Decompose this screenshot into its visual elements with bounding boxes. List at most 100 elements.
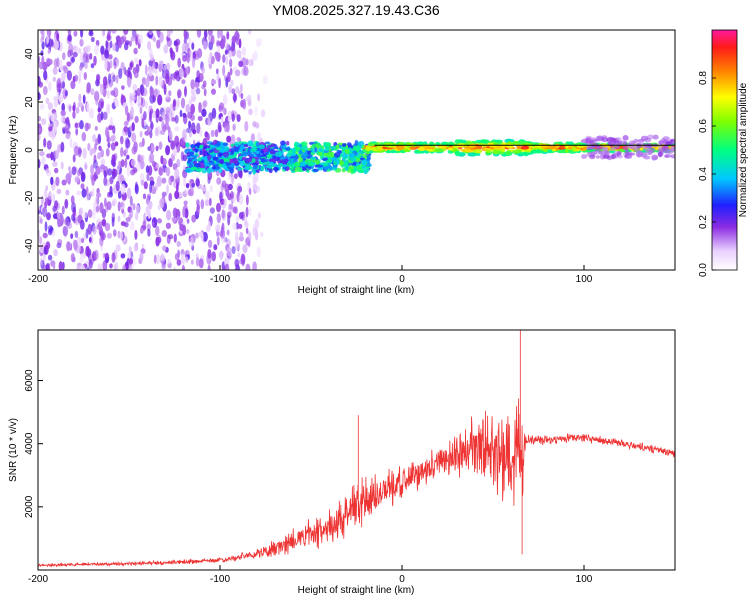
heatmap-cell	[518, 140, 527, 145]
heatmap-cell	[129, 221, 135, 231]
heatmap-cell	[156, 30, 161, 36]
heatmap-cell	[77, 101, 84, 108]
heatmap-cell	[176, 259, 181, 266]
heatmap-cell	[95, 79, 100, 87]
snr-y-tick-label: 6000	[24, 369, 35, 392]
heatmap-cell	[120, 221, 126, 227]
heatmap-cell	[87, 209, 93, 218]
heatmap-cell	[378, 147, 384, 151]
heatmap-cell	[230, 79, 234, 87]
heatmap-cell	[146, 125, 151, 133]
heatmap-cell	[212, 152, 217, 157]
heatmap-cell	[196, 122, 201, 134]
heatmap-cell	[194, 81, 200, 88]
heatmap-cell	[601, 135, 608, 139]
heatmap-cell	[218, 124, 222, 133]
heatmap-cell	[158, 75, 164, 87]
heatmap-cell	[205, 148, 211, 151]
heatmap-cell	[461, 139, 467, 144]
heatmap-cell	[354, 145, 361, 152]
heatmap-cell	[247, 240, 251, 248]
heatmap-cell	[239, 161, 245, 167]
heatmap-cell	[93, 55, 97, 66]
heatmap-cell	[344, 148, 350, 154]
spectrogram-y-tick-label: 0	[24, 147, 35, 153]
heatmap-cell	[112, 43, 116, 52]
heatmap-cell	[42, 253, 46, 261]
heatmap-cell	[111, 200, 115, 207]
heatmap-cell	[177, 249, 180, 259]
heatmap-cell	[409, 146, 416, 150]
heatmap-cell	[203, 162, 209, 167]
heatmap-cell	[183, 200, 188, 206]
heatmap-cell	[220, 144, 225, 148]
heatmap-cell	[195, 168, 201, 172]
heatmap-cell	[125, 130, 128, 136]
heatmap-cell	[196, 199, 200, 206]
snr-frame	[37, 329, 676, 571]
heatmap-cell	[205, 190, 210, 200]
heatmap-cell	[92, 208, 96, 220]
heatmap-cell	[44, 221, 48, 232]
heatmap-cell	[184, 169, 191, 173]
heatmap-cell	[246, 194, 249, 206]
heatmap-cell	[207, 116, 211, 126]
heatmap-cell	[176, 216, 181, 222]
heatmap-cell	[598, 150, 604, 156]
heatmap-cell	[186, 127, 192, 134]
heatmap-cell	[207, 239, 213, 249]
heatmap-cell	[238, 90, 242, 98]
heatmap-cell	[134, 229, 138, 240]
colorbar: 0.0 0.2 0.4 0.6 0.8 Normalized spectral ampl…	[698, 29, 749, 277]
heatmap-cell	[64, 217, 69, 226]
heatmap-cell	[244, 120, 249, 132]
heatmap-cell	[67, 34, 72, 42]
heatmap-cell	[260, 231, 264, 238]
heatmap-cell	[99, 84, 104, 95]
heatmap-cell	[83, 211, 88, 219]
heatmap-cell	[115, 57, 120, 67]
heatmap-cell	[217, 41, 222, 47]
heatmap-cell	[133, 70, 139, 79]
heatmap-cell	[79, 120, 84, 130]
heatmap-cell	[199, 150, 203, 156]
heatmap-cell	[179, 109, 183, 118]
heatmap-cell	[249, 148, 257, 153]
heatmap-cell	[166, 210, 172, 221]
heatmap-cell	[236, 114, 241, 123]
heatmap-cell	[184, 188, 189, 196]
heatmap-cell	[43, 188, 48, 198]
heatmap-cell	[362, 159, 366, 166]
heatmap-cell	[169, 130, 173, 142]
heatmap-cell	[255, 122, 260, 129]
heatmap-cell	[244, 221, 249, 228]
heatmap-cell	[86, 192, 90, 201]
heatmap-cell	[82, 252, 86, 259]
heatmap-cell	[191, 96, 197, 102]
heatmap-cell	[358, 169, 365, 173]
heatmap-cell	[252, 164, 259, 170]
heatmap-cell	[106, 103, 111, 115]
heatmap-cell	[128, 40, 132, 47]
heatmap-cell	[212, 166, 216, 170]
heatmap-cell	[155, 182, 159, 190]
heatmap-cell	[41, 156, 46, 166]
spectrogram-y-tick-label: -40	[24, 238, 35, 253]
heatmap-cell	[274, 151, 281, 157]
heatmap-cell	[332, 164, 338, 168]
heatmap-cell	[625, 155, 633, 159]
heatmap-cell	[354, 139, 359, 146]
heatmap-cell	[107, 168, 113, 176]
heatmap-cell	[133, 141, 138, 153]
heatmap-cell	[145, 64, 148, 76]
heatmap-cell	[136, 161, 141, 171]
heatmap-cell	[162, 245, 167, 252]
heatmap-cell	[42, 206, 48, 218]
colorbar-tick-label: 0.8	[698, 71, 709, 85]
heatmap-cell	[225, 189, 230, 198]
heatmap-cell	[65, 133, 71, 140]
heatmap-cell	[185, 104, 191, 113]
heatmap-cell	[76, 265, 81, 270]
heatmap-cell	[158, 63, 162, 73]
heatmap-cell	[94, 90, 100, 99]
